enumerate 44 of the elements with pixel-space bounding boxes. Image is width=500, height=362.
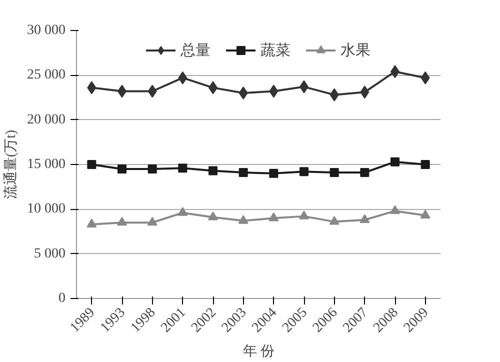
point [208,212,218,220]
point [148,84,157,98]
point [268,212,279,222]
y-tick-label: 25 000 [27,68,66,83]
point [117,216,127,226]
point [86,218,97,228]
y-axis-title: 流通量(万t) [3,130,19,200]
point [238,86,248,100]
point [269,168,278,178]
point [330,88,339,102]
point [208,166,218,176]
y-tick-label: 20 000 [27,112,66,128]
point [178,164,188,173]
point [269,84,278,98]
point [118,164,126,174]
point [238,168,248,178]
point [300,167,308,176]
point [178,207,188,216]
point [420,160,430,169]
y-tick-label: 30 000 [27,23,66,38]
legend-label: 水果 [340,42,370,60]
legend-label: 蔬菜 [260,42,290,60]
point [420,71,430,84]
y-tick-label: 5 000 [34,246,66,262]
point [330,168,339,178]
x-axis-title: 年 份 [242,343,274,360]
point [420,210,430,219]
point [360,86,370,99]
y-tick-label: 15 000 [27,157,66,172]
point [87,160,96,169]
point [299,210,309,220]
point [329,216,340,225]
point [360,168,370,178]
point [360,214,370,223]
point [147,216,158,226]
point [390,157,400,166]
legend-label: 总量 [180,42,210,60]
point [148,164,157,174]
point [238,215,248,224]
y-tick-label: 10 000 [27,202,66,217]
y-tick-label: 0 [58,291,66,306]
point [390,205,400,214]
point [178,71,188,84]
point [87,81,96,94]
